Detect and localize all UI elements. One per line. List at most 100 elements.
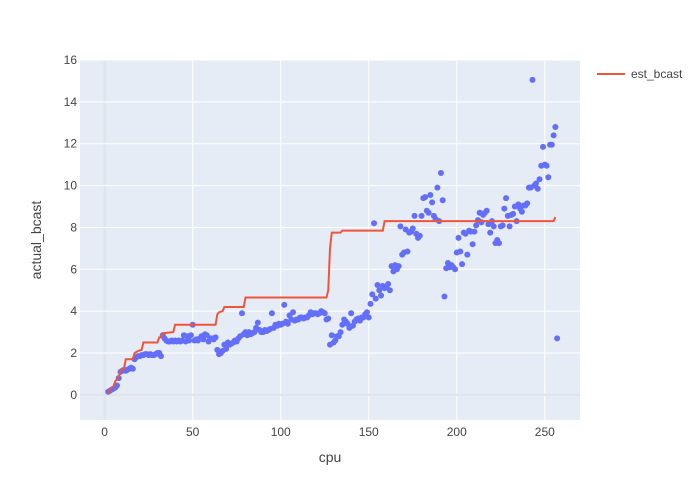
data-point[interactable] — [268, 310, 275, 317]
data-point[interactable] — [385, 280, 392, 287]
data-point[interactable] — [499, 222, 506, 229]
data-point[interactable] — [518, 208, 525, 215]
grid — [80, 59, 580, 420]
x-axis-ticks: 0 50 100 150 200 250 — [101, 425, 555, 439]
data-point[interactable] — [290, 309, 297, 316]
data-point[interactable] — [524, 200, 531, 207]
x-axis-title: cpu — [319, 449, 342, 465]
data-point[interactable] — [238, 310, 245, 317]
data-point[interactable] — [186, 337, 193, 344]
data-point[interactable] — [496, 240, 503, 247]
data-point[interactable] — [328, 332, 335, 339]
data-point[interactable] — [321, 310, 328, 317]
data-point[interactable] — [545, 174, 552, 181]
y-tick-label: 16 — [64, 53, 78, 67]
data-point[interactable] — [386, 287, 393, 294]
data-point[interactable] — [325, 315, 332, 322]
data-point[interactable] — [404, 248, 411, 255]
y-tick-label: 10 — [64, 179, 78, 193]
data-point[interactable] — [548, 141, 555, 148]
data-point[interactable] — [510, 210, 517, 217]
data-point[interactable] — [540, 143, 547, 150]
data-point[interactable] — [506, 223, 513, 230]
data-point[interactable] — [469, 241, 476, 248]
data-point[interactable] — [457, 248, 464, 255]
legend-label-est-bcast: est_bcast — [631, 67, 683, 81]
data-point[interactable] — [437, 170, 444, 177]
y-tick-label: 8 — [70, 220, 77, 234]
data-point[interactable] — [490, 223, 497, 230]
x-tick-label: 100 — [271, 425, 291, 439]
x-tick-label: 50 — [186, 425, 200, 439]
data-point[interactable] — [409, 225, 416, 232]
data-point[interactable] — [363, 309, 370, 316]
data-point[interactable] — [281, 301, 288, 308]
data-point[interactable] — [425, 209, 432, 216]
data-point[interactable] — [374, 282, 381, 288]
data-point[interactable] — [529, 76, 536, 83]
data-point[interactable] — [395, 263, 402, 270]
data-point[interactable] — [534, 185, 541, 192]
data-point[interactable] — [459, 261, 466, 268]
data-point[interactable] — [441, 293, 448, 300]
data-point[interactable] — [478, 219, 485, 226]
data-point[interactable] — [337, 329, 344, 336]
x-tick-label: 150 — [359, 425, 379, 439]
data-point[interactable] — [543, 162, 550, 169]
x-tick-label: 200 — [447, 425, 467, 439]
data-point[interactable] — [212, 334, 219, 341]
data-point[interactable] — [129, 365, 136, 372]
data-point[interactable] — [367, 300, 374, 307]
data-point[interactable] — [284, 320, 291, 327]
data-point[interactable] — [532, 180, 539, 187]
data-point[interactable] — [416, 232, 423, 239]
data-point[interactable] — [487, 229, 494, 236]
data-point[interactable] — [483, 207, 490, 214]
data-point[interactable] — [501, 205, 508, 212]
data-point[interactable] — [427, 192, 434, 198]
data-point[interactable] — [411, 212, 418, 219]
data-point[interactable] — [200, 336, 207, 343]
data-point[interactable] — [369, 291, 376, 298]
data-point[interactable] — [223, 345, 230, 352]
y-tick-label: 12 — [64, 137, 78, 151]
data-point[interactable] — [503, 195, 510, 202]
data-point[interactable] — [372, 295, 379, 302]
x-tick-label: 0 — [101, 425, 108, 439]
data-point[interactable] — [376, 287, 383, 294]
y-tick-label: 4 — [70, 304, 77, 318]
data-point[interactable] — [187, 332, 194, 339]
data-point[interactable] — [550, 132, 557, 139]
data-point[interactable] — [418, 212, 425, 219]
data-point[interactable] — [471, 228, 478, 235]
data-point[interactable] — [434, 184, 441, 191]
y-axis-ticks: 0 2 4 6 8 10 12 14 16 — [64, 53, 78, 402]
data-point[interactable] — [422, 194, 429, 201]
data-point[interactable] — [554, 335, 561, 342]
data-point[interactable] — [536, 176, 543, 183]
data-point[interactable] — [365, 314, 372, 321]
y-axis-title: actual_bcast — [28, 201, 44, 280]
data-point[interactable] — [552, 123, 559, 130]
data-point[interactable] — [254, 319, 261, 326]
data-point[interactable] — [371, 220, 378, 227]
legend[interactable]: est_bcast — [597, 67, 683, 81]
data-point[interactable] — [439, 197, 446, 204]
data-point[interactable] — [157, 353, 164, 360]
series-line-est-bcast — [107, 216, 557, 395]
data-point[interactable] — [378, 292, 385, 299]
data-point[interactable] — [113, 382, 120, 389]
data-point[interactable] — [452, 266, 458, 273]
plot-marks — [105, 76, 561, 395]
y-tick-label: 14 — [64, 95, 78, 109]
y-tick-label: 6 — [70, 262, 77, 276]
data-point[interactable] — [473, 222, 480, 229]
data-point[interactable] — [397, 223, 404, 230]
y-tick-label: 2 — [70, 346, 77, 360]
data-point[interactable] — [429, 199, 436, 206]
data-point[interactable] — [464, 251, 471, 258]
data-point[interactable] — [455, 234, 462, 241]
x-tick-label: 250 — [535, 425, 555, 439]
data-point[interactable] — [348, 310, 355, 317]
